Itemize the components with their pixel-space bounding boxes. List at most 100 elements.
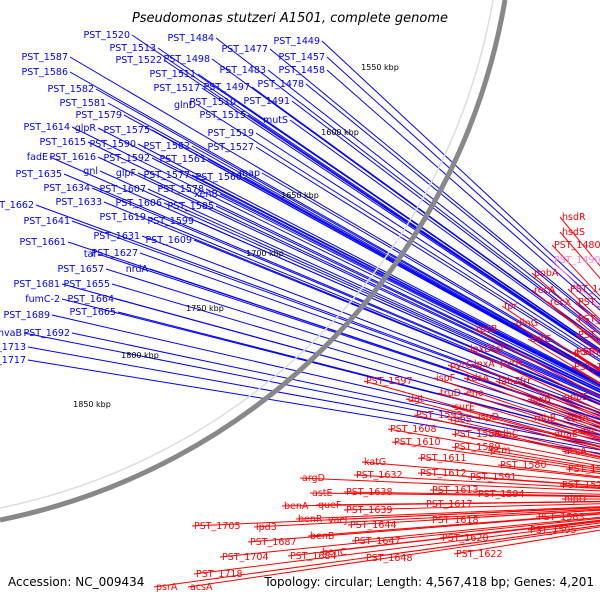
leader-line bbox=[69, 71, 600, 374]
forward-gene-label: fumC-2 bbox=[25, 294, 60, 305]
forward-gene-label: PST_1717 bbox=[0, 355, 26, 366]
tick-layer: 1550 kbp 1600 kbp 1650 kbp 1700 kbp 1750 kbp… bbox=[73, 63, 399, 409]
leader-line bbox=[447, 364, 600, 425]
leader-line bbox=[497, 464, 600, 478]
reverse-gene-label: vacJ bbox=[328, 515, 347, 526]
reverse-gene-label: PST_1584 bbox=[454, 429, 501, 440]
leader-line bbox=[191, 507, 600, 527]
leader-line-layer bbox=[23, 34, 600, 588]
leader-line bbox=[137, 172, 600, 392]
reverse-gene-label: PST_1617 bbox=[426, 499, 473, 510]
leader-line bbox=[353, 474, 600, 490]
reverse-gene-label: acsA bbox=[190, 582, 213, 593]
leader-line bbox=[141, 235, 600, 411]
leader-line bbox=[255, 146, 600, 362]
leader-line bbox=[97, 253, 600, 421]
reverse-gene-label: kdsA bbox=[466, 373, 489, 384]
reverse-gene-label: truD bbox=[440, 388, 461, 399]
leader-line bbox=[473, 328, 600, 398]
leader-line bbox=[99, 170, 600, 397]
reverse-gene-label: dinG bbox=[516, 318, 538, 329]
leader-line bbox=[91, 187, 600, 403]
reverse-gene-label: PST_1632 bbox=[356, 470, 403, 481]
reverse-gene-label: PST_1647 bbox=[354, 536, 401, 547]
reverse-gene-label: PST_1613 bbox=[432, 485, 479, 496]
forward-gene-label: PST_1607 bbox=[100, 184, 147, 195]
leader-line bbox=[197, 104, 600, 361]
forward-gene-label: PST_1619 bbox=[100, 212, 147, 223]
leader-line bbox=[453, 529, 600, 555]
leader-line bbox=[115, 298, 600, 432]
reverse-gene-label: PST_1480 bbox=[554, 240, 600, 251]
forward-gene-label: PST_1609 bbox=[146, 235, 193, 246]
reverse-gene-label: argD bbox=[302, 473, 325, 484]
forward-gene-label: PST_1592 bbox=[104, 153, 151, 164]
reverse-gene-label: rpoS bbox=[450, 414, 472, 425]
reverse-gene-label: PST_1595 bbox=[530, 525, 577, 536]
leader-line bbox=[71, 332, 600, 445]
leader-line bbox=[551, 244, 600, 297]
forward-gene-label: glpF bbox=[116, 168, 136, 179]
leader-line bbox=[51, 314, 600, 441]
reverse-gene-label: benA bbox=[284, 501, 309, 512]
leader-line bbox=[517, 380, 600, 418]
gene-label-layer: PST_1587 PST_1586 PST_1582 PST_1581PST_1579… bbox=[0, 30, 600, 593]
forward-gene-label: PST_1579 bbox=[76, 110, 123, 121]
forward-gene-label: PST_1449 bbox=[274, 36, 321, 47]
leader-line bbox=[299, 477, 600, 492]
forward-gene-label: PST_1713 bbox=[0, 342, 26, 353]
leader-line bbox=[149, 268, 600, 420]
reverse-gene-label: PST_1512 bbox=[578, 330, 600, 341]
leader-line bbox=[559, 216, 600, 267]
forward-gene-label: PST_1578 bbox=[158, 184, 205, 195]
forward-gene-label: PST_1661 bbox=[20, 237, 67, 248]
reverse-gene-label: ispD bbox=[478, 412, 499, 423]
leader-line bbox=[97, 156, 600, 393]
leader-line bbox=[251, 86, 600, 341]
leader-line bbox=[451, 446, 600, 471]
reverse-gene-label: PST_1594 bbox=[478, 489, 525, 500]
reverse-gene-label: dnaE bbox=[554, 429, 578, 440]
tick-label: 1550 kbp bbox=[361, 63, 399, 72]
reverse-gene-label: adhC bbox=[494, 429, 519, 440]
leader-line bbox=[237, 101, 600, 350]
reverse-gene-label: recX bbox=[550, 297, 572, 308]
leader-line bbox=[471, 363, 600, 419]
leader-line bbox=[255, 132, 600, 357]
forward-gene-label: PST_1606 bbox=[116, 198, 163, 209]
reverse-gene-label: PST_1490 bbox=[554, 255, 600, 266]
reverse-gene-label: PST_1506 bbox=[578, 314, 600, 325]
reverse-gene-label: lpxD bbox=[470, 344, 492, 355]
leader-line bbox=[309, 492, 600, 498]
leader-line bbox=[27, 346, 600, 451]
forward-gene-label: nrdA bbox=[126, 264, 149, 275]
leader-line bbox=[463, 377, 600, 429]
forward-gene-label: PST_1497 bbox=[204, 82, 251, 93]
leader-line bbox=[291, 100, 600, 336]
forward-gene-label: PST_1635 bbox=[16, 169, 63, 180]
leader-line bbox=[433, 377, 600, 435]
forward-gene-label: PST_1484 bbox=[168, 33, 215, 44]
leader-line bbox=[527, 338, 600, 384]
forward-gene-label: PST_1634 bbox=[44, 183, 91, 194]
forward-gene-label: PST_1655 bbox=[64, 279, 111, 290]
reverse-gene-label: benC bbox=[322, 547, 347, 558]
leader-line bbox=[305, 83, 600, 324]
reverse-gene-label: pyrH bbox=[500, 358, 523, 369]
leader-line bbox=[153, 524, 600, 588]
forward-gene-label: PST_1582 bbox=[48, 84, 95, 95]
reverse-gene-label: PST_1593 bbox=[416, 410, 463, 421]
forward-gene-label: PST_1627 bbox=[92, 248, 139, 259]
leader-line bbox=[429, 489, 600, 495]
forward-gene-label: PST_1662 bbox=[0, 200, 34, 211]
forward-gene-label: PST_1599 bbox=[148, 216, 195, 227]
leader-line bbox=[307, 513, 600, 537]
reverse-gene-label: lpd3 bbox=[256, 522, 277, 533]
reverse-gene-label: PST_1591 bbox=[470, 472, 517, 483]
reverse-gene-label: hsdR bbox=[562, 212, 586, 223]
leader-line bbox=[527, 398, 600, 427]
leader-line bbox=[95, 88, 600, 374]
tick-label: 1700 kbp bbox=[246, 249, 284, 258]
genome-backbone-inner-arc bbox=[0, 0, 494, 509]
forward-gene-label: PST_1483 bbox=[220, 65, 267, 76]
